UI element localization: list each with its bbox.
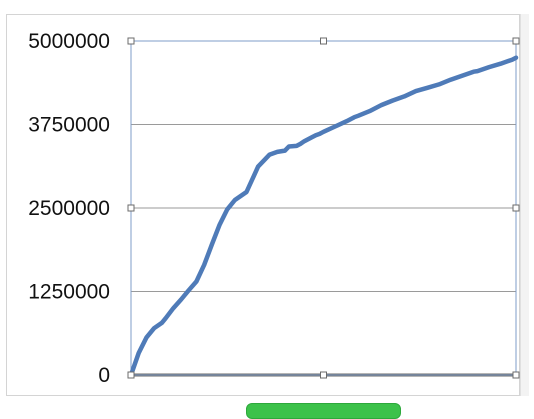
y-tick-label: 3750000: [28, 114, 110, 137]
gridlines: [131, 40, 516, 377]
green-button[interactable]: [246, 403, 401, 419]
y-axis-tick-labels: 5000000 3750000 2500000 1250000 0: [28, 30, 110, 387]
resize-handle[interactable]: [127, 371, 135, 379]
series-layer: [128, 55, 519, 378]
resize-handle[interactable]: [512, 37, 520, 45]
chart-area[interactable]: [6, 14, 520, 396]
y-tick-label: 0: [98, 364, 110, 387]
resize-handle[interactable]: [127, 37, 135, 45]
y-tick-label: 2500000: [28, 197, 110, 220]
resize-handle[interactable]: [320, 371, 327, 379]
vertical-scrollbar[interactable]: [520, 14, 529, 396]
y-tick-label: 5000000: [28, 30, 110, 53]
selection-handles[interactable]: [127, 37, 520, 379]
resize-handle[interactable]: [512, 204, 520, 212]
y-tick-label: 1250000: [28, 281, 110, 304]
resize-handle[interactable]: [512, 371, 520, 379]
resize-handle[interactable]: [127, 204, 135, 212]
series-line[interactable]: [128, 55, 519, 378]
line-chart: 5000000 3750000 2500000 1250000 0: [28, 30, 520, 387]
resize-handle[interactable]: [320, 37, 327, 45]
